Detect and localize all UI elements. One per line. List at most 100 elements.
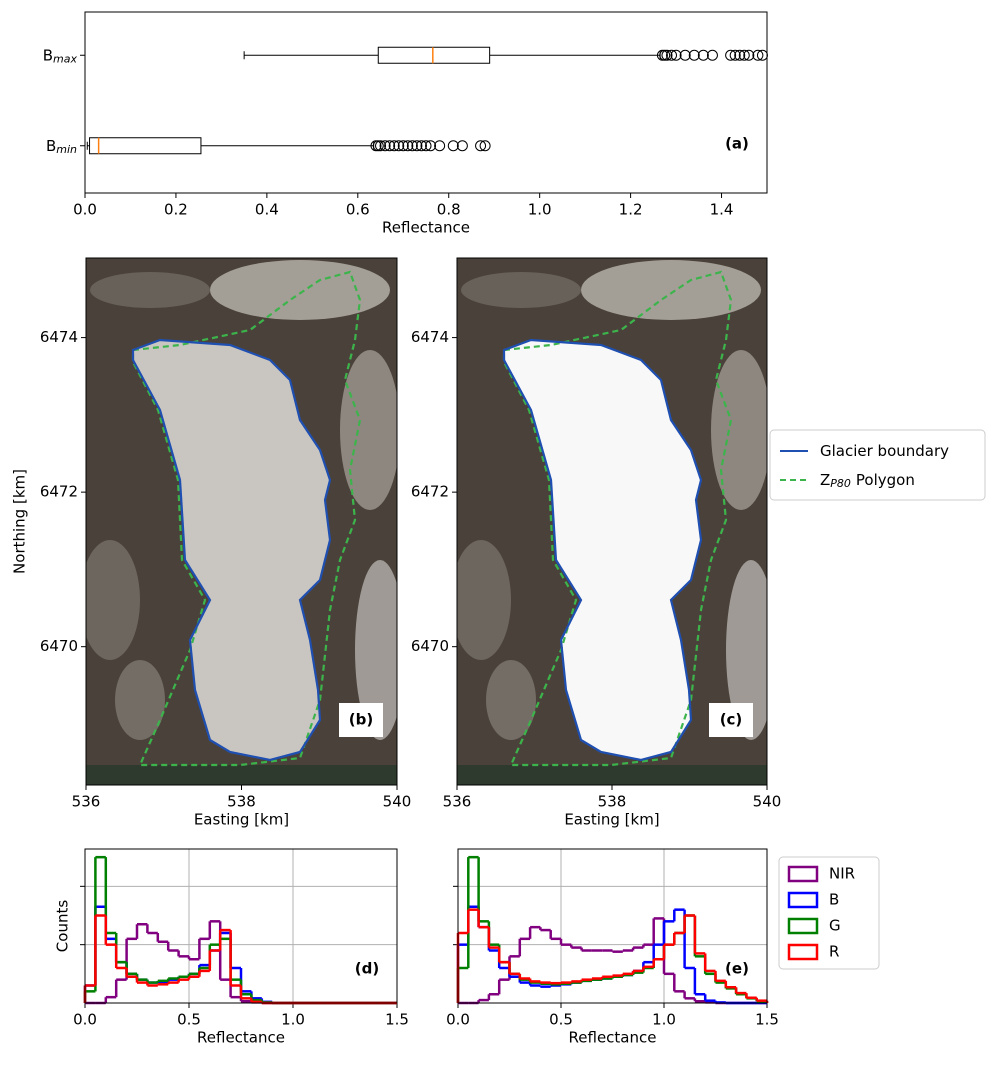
outlier	[375, 140, 387, 152]
outlier	[388, 140, 400, 152]
satellite-image	[86, 258, 397, 785]
outlier	[738, 49, 750, 61]
outlier	[434, 140, 446, 152]
x-tick-label: 536	[443, 793, 472, 811]
x-tick-label: 540	[753, 793, 782, 811]
x-tick-label: 0.8	[437, 201, 461, 219]
x-tick-label: 0.5	[177, 1011, 201, 1029]
y-tick-label: 6472	[40, 483, 78, 501]
outlier	[393, 140, 405, 152]
x-tick-label: 0.0	[73, 201, 97, 219]
panel-label: (e)	[725, 960, 749, 978]
histogram-series	[458, 917, 767, 1005]
panel-label: (d)	[355, 960, 379, 978]
y-tick-label: 6470	[40, 637, 78, 655]
outlier	[734, 49, 746, 61]
x-tick-label: 0.5	[549, 1011, 573, 1029]
x-tick-label: 0.6	[346, 201, 370, 219]
outlier	[425, 140, 437, 152]
box	[377, 46, 491, 64]
axes-frame	[456, 257, 768, 786]
y-tick-label: 6470	[411, 637, 449, 655]
legend-label: B	[829, 891, 839, 909]
x-axis-label: Easting [km]	[194, 811, 289, 829]
panel-label-box	[339, 703, 383, 737]
legend-box	[769, 429, 986, 501]
x-tick-label: 540	[383, 793, 412, 811]
x-tick-label: 1.0	[528, 201, 552, 219]
panel-label: (b)	[349, 711, 373, 729]
outlier	[752, 49, 764, 61]
x-tick-label: 0.0	[73, 1011, 97, 1029]
y-tick-label-sub: max	[53, 52, 77, 65]
legend-label: ZP80 Polygon	[820, 471, 915, 491]
legend-patch	[787, 865, 819, 883]
legend-patch	[787, 891, 819, 909]
x-axis-label: Reflectance	[569, 1029, 657, 1047]
outlier	[479, 140, 491, 152]
x-axis-label: Reflectance	[197, 1029, 285, 1047]
x-tick-label: 0.0	[446, 1011, 470, 1029]
y-tick-label: 6474	[40, 328, 78, 346]
outlier	[415, 140, 427, 152]
x-tick-label: 0.4	[255, 201, 279, 219]
legend-label: Glacier boundary	[820, 442, 949, 460]
outlier	[384, 140, 396, 152]
outlier	[679, 49, 691, 61]
y-tick-label: 6472	[411, 483, 449, 501]
legend-label-sub: P80	[830, 477, 851, 490]
panel-label: (c)	[720, 711, 743, 729]
x-tick-label: 538	[598, 793, 627, 811]
legend-patch	[787, 917, 819, 935]
x-axis-label: Easting [km]	[564, 811, 659, 829]
outlier	[447, 140, 459, 152]
y-tick-label: Bmin	[46, 136, 77, 156]
y-tick-label: Bmax	[43, 46, 78, 66]
x-axis-label: Reflectance	[382, 219, 470, 237]
outlier	[743, 49, 755, 61]
outlier	[661, 49, 673, 61]
x-tick-label: 0.2	[164, 201, 188, 219]
legend-patch	[787, 943, 819, 961]
x-tick-label: 1.0	[281, 1011, 305, 1029]
outlier	[406, 140, 418, 152]
outlier	[666, 49, 678, 61]
y-axis-label: Northing [km]	[11, 469, 29, 574]
legend-label: NIR	[829, 865, 855, 883]
x-tick-label: 1.2	[619, 201, 643, 219]
legend-box	[778, 856, 880, 970]
y-tick-label-sub: min	[56, 143, 77, 156]
box	[89, 137, 202, 155]
outlier	[397, 140, 409, 152]
outlier	[688, 49, 700, 61]
histogram-series	[83, 914, 397, 1005]
x-tick-label: 536	[72, 793, 101, 811]
outlier	[475, 140, 487, 152]
panel-label-box	[709, 703, 753, 737]
legend-label: R	[829, 943, 839, 961]
y-tick-label-main: B	[43, 46, 53, 64]
legend-label: G	[829, 917, 841, 935]
x-tick-label: 1.0	[652, 1011, 676, 1029]
histogram-series	[456, 908, 769, 1003]
outlier	[697, 49, 709, 61]
axes-frame	[85, 257, 398, 786]
outlier	[706, 49, 718, 61]
outlier	[670, 49, 682, 61]
legend-label-main: Z	[820, 471, 830, 489]
x-tick-label: 538	[227, 793, 256, 811]
histogram-series	[83, 855, 397, 1005]
axes-frame	[84, 848, 398, 1004]
outlier	[420, 140, 432, 152]
y-axis-label: Counts	[54, 900, 72, 953]
outlier	[729, 49, 741, 61]
y-tick-label-main: B	[46, 136, 56, 154]
outlier	[411, 140, 423, 152]
satellite-image	[457, 258, 767, 785]
legend-label-main: Glacier boundary	[820, 442, 949, 460]
x-tick-label: 1.5	[385, 1011, 409, 1029]
outlier	[379, 140, 391, 152]
legend-label-tail: Polygon	[856, 471, 915, 489]
x-tick-label: 1.5	[755, 1011, 779, 1029]
